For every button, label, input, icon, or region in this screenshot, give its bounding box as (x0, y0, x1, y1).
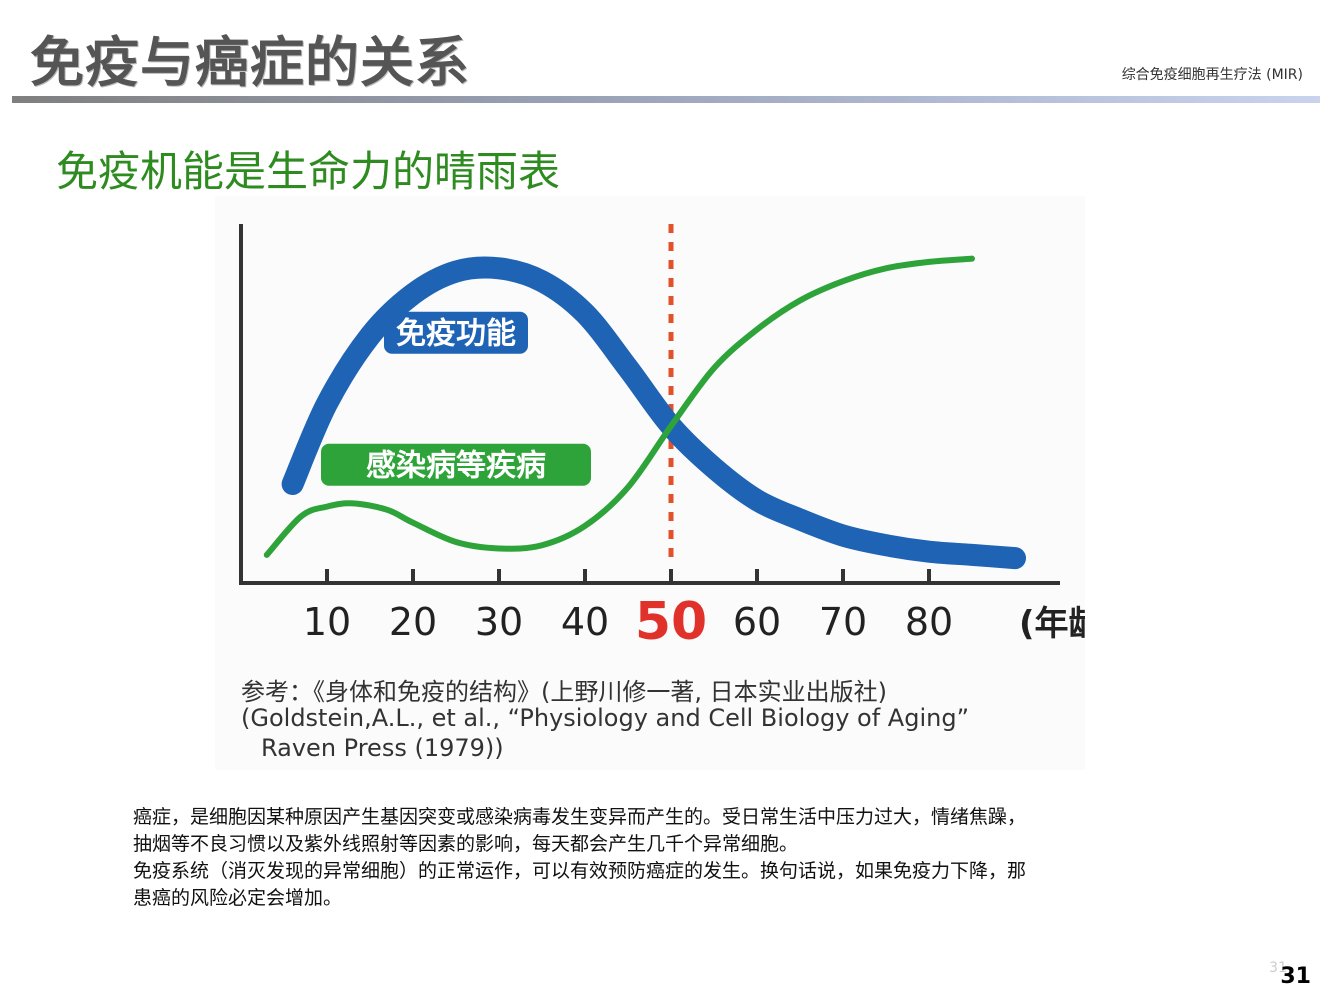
series-label-badge-infection (321, 443, 591, 486)
series-label-badge-immune (384, 311, 528, 354)
body-text: 癌症，是细胞因某种原因产生基因突变或感染病毒发生变异而产生的。受日常生活中压力过… (133, 804, 1213, 912)
series-line-immune-function (281, 256, 1026, 570)
reference-line: 参考：《身体和免疫的结构》(上野川修一著, 日本实业出版社) (241, 678, 887, 706)
series-label-immune: 免疫功能 (396, 317, 516, 352)
body-paragraph: 抽烟等不良习惯以及紫外线照射等因素的影响，每天都会产生几千个异常细胞。 (133, 833, 799, 855)
series-label-infection: 感染病等疾病 (366, 449, 546, 484)
series-line-infection (263, 255, 975, 558)
x-tick-label: 60 (733, 600, 781, 644)
body-paragraph: 患癌的风险必定会增加。 (133, 887, 343, 909)
x-tick-label: 40 (561, 600, 609, 644)
body-paragraph: 免疫系统（消灭发现的异常细胞）的正常运作，可以有效预防癌症的发生。换句话说，如果… (133, 860, 1027, 882)
x-tick-label: 10 (303, 600, 351, 644)
section-subtitle: 免疫机能是生命力的晴雨表 (56, 147, 561, 196)
x-tick-label: 20 (389, 600, 437, 644)
x-tick-label: 80 (905, 600, 953, 644)
body-paragraph: 癌症，是细胞因某种原因产生基因突变或感染病毒发生变异而产生的。受日常生活中压力过… (133, 806, 1027, 828)
page-number: 31 (1280, 964, 1311, 989)
x-tick-label: 50 (635, 592, 707, 652)
reference-line: Raven Press (1979)) (261, 734, 504, 762)
title-divider (12, 96, 1320, 103)
x-tick-label: 30 (475, 600, 523, 644)
page-title: 免疫与癌症的关系 (30, 31, 470, 94)
x-axis-unit-label: (年龄) (1019, 604, 1085, 644)
header-tagline: 综合免疫细胞再生疗法 (MIR) (1121, 67, 1303, 83)
x-tick-label: 70 (819, 600, 867, 644)
page-number-ghost: 31 (1269, 960, 1287, 976)
reference-line: (Goldstein,A.L., et al., “Physiology and… (241, 704, 970, 732)
